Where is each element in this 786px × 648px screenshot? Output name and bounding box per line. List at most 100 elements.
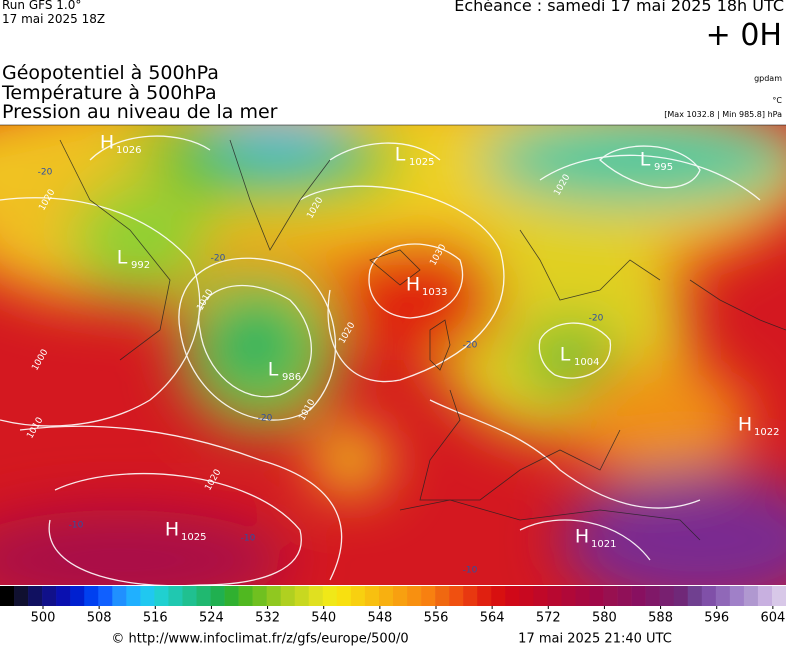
- center-value: 992: [131, 260, 150, 271]
- center-letter: H: [406, 274, 420, 296]
- colorbar-swatch: [701, 586, 717, 606]
- temperature-label: -10: [69, 521, 84, 531]
- center-letter: L: [560, 344, 571, 366]
- center-letter: L: [268, 359, 279, 381]
- colorbar-label: 524: [199, 611, 224, 626]
- center-letter: H: [100, 132, 114, 154]
- colorbar-swatch: [280, 586, 296, 606]
- colorbar-swatch: [98, 586, 113, 606]
- run-date: 17 mai 2025 18Z: [2, 12, 106, 26]
- colorbar-swatch: [435, 586, 450, 606]
- colorbar-swatch: [463, 586, 478, 606]
- temperature-label: -20: [38, 168, 53, 178]
- temperature-label: -20: [258, 414, 273, 424]
- colorbar-label: 548: [367, 611, 392, 626]
- colorbar-swatch: [42, 586, 57, 606]
- colorbar-label: 508: [87, 611, 112, 626]
- title: Température à 500hPa: [2, 82, 217, 104]
- coastlines: [59, 139, 786, 541]
- colorbar-swatch: [378, 586, 394, 606]
- colorbar-swatch: [645, 586, 660, 606]
- title: Pression au niveau de la mer: [2, 101, 278, 123]
- colorbar-label: 596: [704, 611, 729, 626]
- colorbar-swatch: [56, 586, 71, 606]
- colorbar-swatch: [743, 586, 759, 606]
- colorbar-swatch: [407, 586, 422, 606]
- title: Géopotentiel à 500hPa: [2, 62, 219, 84]
- colorbar-swatch: [729, 586, 745, 606]
- footer-url: © http://www.infoclimat.fr/z/gfs/europe/…: [111, 632, 408, 647]
- colorbar-label: 572: [536, 611, 561, 626]
- colorbar-swatch: [0, 586, 15, 606]
- colorbar-swatch: [533, 586, 548, 606]
- colorbar-label: 540: [311, 611, 336, 626]
- colorbar-swatch: [84, 586, 99, 606]
- center-value: 1025: [181, 532, 206, 543]
- center-letter: L: [117, 247, 128, 269]
- temperature-label: -20: [211, 254, 226, 264]
- colorbar-swatch: [659, 586, 675, 606]
- temperature-label: -20: [463, 341, 478, 351]
- colorbar-swatch: [336, 586, 352, 606]
- echeance: Echéance : samedi 17 mai 2025 18h UTC: [454, 0, 784, 15]
- colorbar-swatch: [112, 586, 127, 606]
- colorbar-swatch: [603, 586, 618, 606]
- center-value: 1025: [409, 157, 434, 168]
- colorbar-label: 604: [760, 611, 785, 626]
- center-letter: L: [395, 144, 406, 166]
- colorbar-swatch: [182, 586, 197, 606]
- colorbar-swatch: [491, 586, 506, 606]
- center-value: 986: [282, 372, 301, 383]
- colorbar-label: 580: [592, 611, 617, 626]
- temperature-label: -10: [241, 534, 256, 544]
- colorbar-swatch: [617, 586, 632, 606]
- colorbar-swatch: [266, 586, 282, 606]
- unit: gpdam: [754, 74, 782, 83]
- colorbar-swatch: [589, 586, 604, 606]
- colorbar-label: 556: [424, 611, 449, 626]
- colorbar-swatch: [238, 586, 253, 606]
- unit: °C: [772, 96, 782, 105]
- isobars: [0, 135, 761, 585]
- colorbar-swatch: [252, 586, 267, 606]
- colorbar-label: 516: [143, 611, 168, 626]
- colorbar-swatch: [771, 586, 786, 606]
- colorbar-swatch: [154, 586, 169, 606]
- center-letter: H: [738, 414, 752, 436]
- colorbar-label: 564: [480, 611, 505, 626]
- colorbar-swatch: [350, 586, 366, 606]
- center-value: 1033: [422, 287, 447, 298]
- center-value: 1026: [116, 145, 141, 156]
- colorbar-swatch: [715, 586, 731, 606]
- colorbar-swatch: [14, 586, 29, 606]
- colorbar-swatch: [575, 586, 590, 606]
- colorbar-swatch: [364, 586, 380, 606]
- colorbar-swatch: [673, 586, 689, 606]
- colorbar-swatch: [294, 586, 310, 606]
- colorbar-swatch: [505, 586, 520, 606]
- colorbar-label: 500: [31, 611, 56, 626]
- colorbar-swatch: [168, 586, 183, 606]
- colorbar-swatch: [757, 586, 773, 606]
- colorbar-swatch: [126, 586, 141, 606]
- temperature-label: -20: [589, 314, 604, 324]
- temperature-label: -10: [463, 566, 478, 576]
- colorbar-swatch: [196, 586, 211, 606]
- colorbar-swatch: [421, 586, 436, 606]
- colorbar-swatch: [322, 586, 338, 606]
- colorbar-swatch: [687, 586, 703, 606]
- colorbar-swatch: [631, 586, 646, 606]
- unit: [Max 1032.8 | Min 985.8] hPa: [664, 110, 782, 119]
- colorbar-label: 588: [648, 611, 673, 626]
- colorbar-swatch: [561, 586, 576, 606]
- colorbar-swatch: [140, 586, 155, 606]
- run: Run GFS 1.0°: [2, 0, 82, 12]
- center-letter: H: [165, 519, 179, 541]
- colorbar-swatch: [224, 586, 239, 606]
- center-letter: L: [640, 149, 651, 171]
- colorbar-swatch: [547, 586, 562, 606]
- colorbar-swatch: [210, 586, 225, 606]
- center-letter: H: [575, 526, 589, 548]
